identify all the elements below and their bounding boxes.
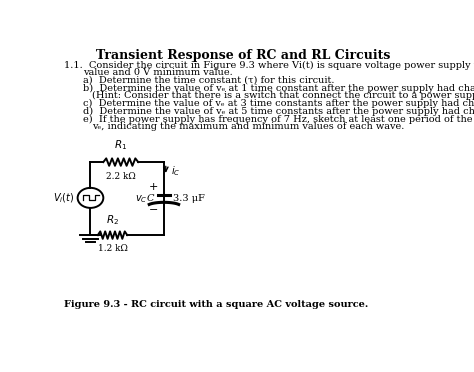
Text: 1.1.  Consider the circuit in Figure 9.3 where Vi(t) is square voltage power sup: 1.1. Consider the circuit in Figure 9.3 … bbox=[64, 60, 474, 70]
Text: +: + bbox=[149, 182, 158, 192]
Text: C: C bbox=[147, 194, 155, 203]
Text: $v_C$: $v_C$ bbox=[135, 193, 147, 205]
Text: 1.2 kΩ: 1.2 kΩ bbox=[98, 244, 128, 253]
Text: value and 0 V minimum value.: value and 0 V minimum value. bbox=[83, 68, 233, 77]
Text: b)  Determine the value of vₑ at 1 time constant after the power supply had chan: b) Determine the value of vₑ at 1 time c… bbox=[83, 84, 474, 93]
Text: $V_i(t)$: $V_i(t)$ bbox=[53, 191, 75, 205]
Text: a)  Determine the time constant (τ) for this circuit.: a) Determine the time constant (τ) for t… bbox=[83, 76, 335, 85]
Text: c)  Determine the value of vₑ at 3 time constants after the power supply had cha: c) Determine the value of vₑ at 3 time c… bbox=[83, 99, 474, 108]
Text: $R_1$: $R_1$ bbox=[114, 138, 128, 152]
Text: vₑ, indicating the maximum and minimum values of each wave.: vₑ, indicating the maximum and minimum v… bbox=[92, 122, 405, 131]
Text: Transient Response of RC and RL Circuits: Transient Response of RC and RL Circuits bbox=[96, 49, 390, 62]
Text: Figure 9.3 - RC circuit with a square AC voltage source.: Figure 9.3 - RC circuit with a square AC… bbox=[64, 300, 368, 309]
Text: e)  If the power supply has frequency of 7 Hz, sketch at least one period of the: e) If the power supply has frequency of … bbox=[83, 115, 474, 124]
Text: −: − bbox=[149, 205, 158, 215]
Text: 3.3 μF: 3.3 μF bbox=[173, 194, 205, 203]
Text: (Hint: Consider that there is a switch that connect the circuit to a power suppl: (Hint: Consider that there is a switch t… bbox=[92, 92, 474, 100]
Text: $i_C$: $i_C$ bbox=[171, 164, 180, 178]
Text: 2.2 kΩ: 2.2 kΩ bbox=[106, 172, 136, 181]
Text: $R_2$: $R_2$ bbox=[106, 213, 119, 227]
Text: d)  Determine the value of vₑ at 5 time constants after the power supply had cha: d) Determine the value of vₑ at 5 time c… bbox=[83, 107, 474, 116]
